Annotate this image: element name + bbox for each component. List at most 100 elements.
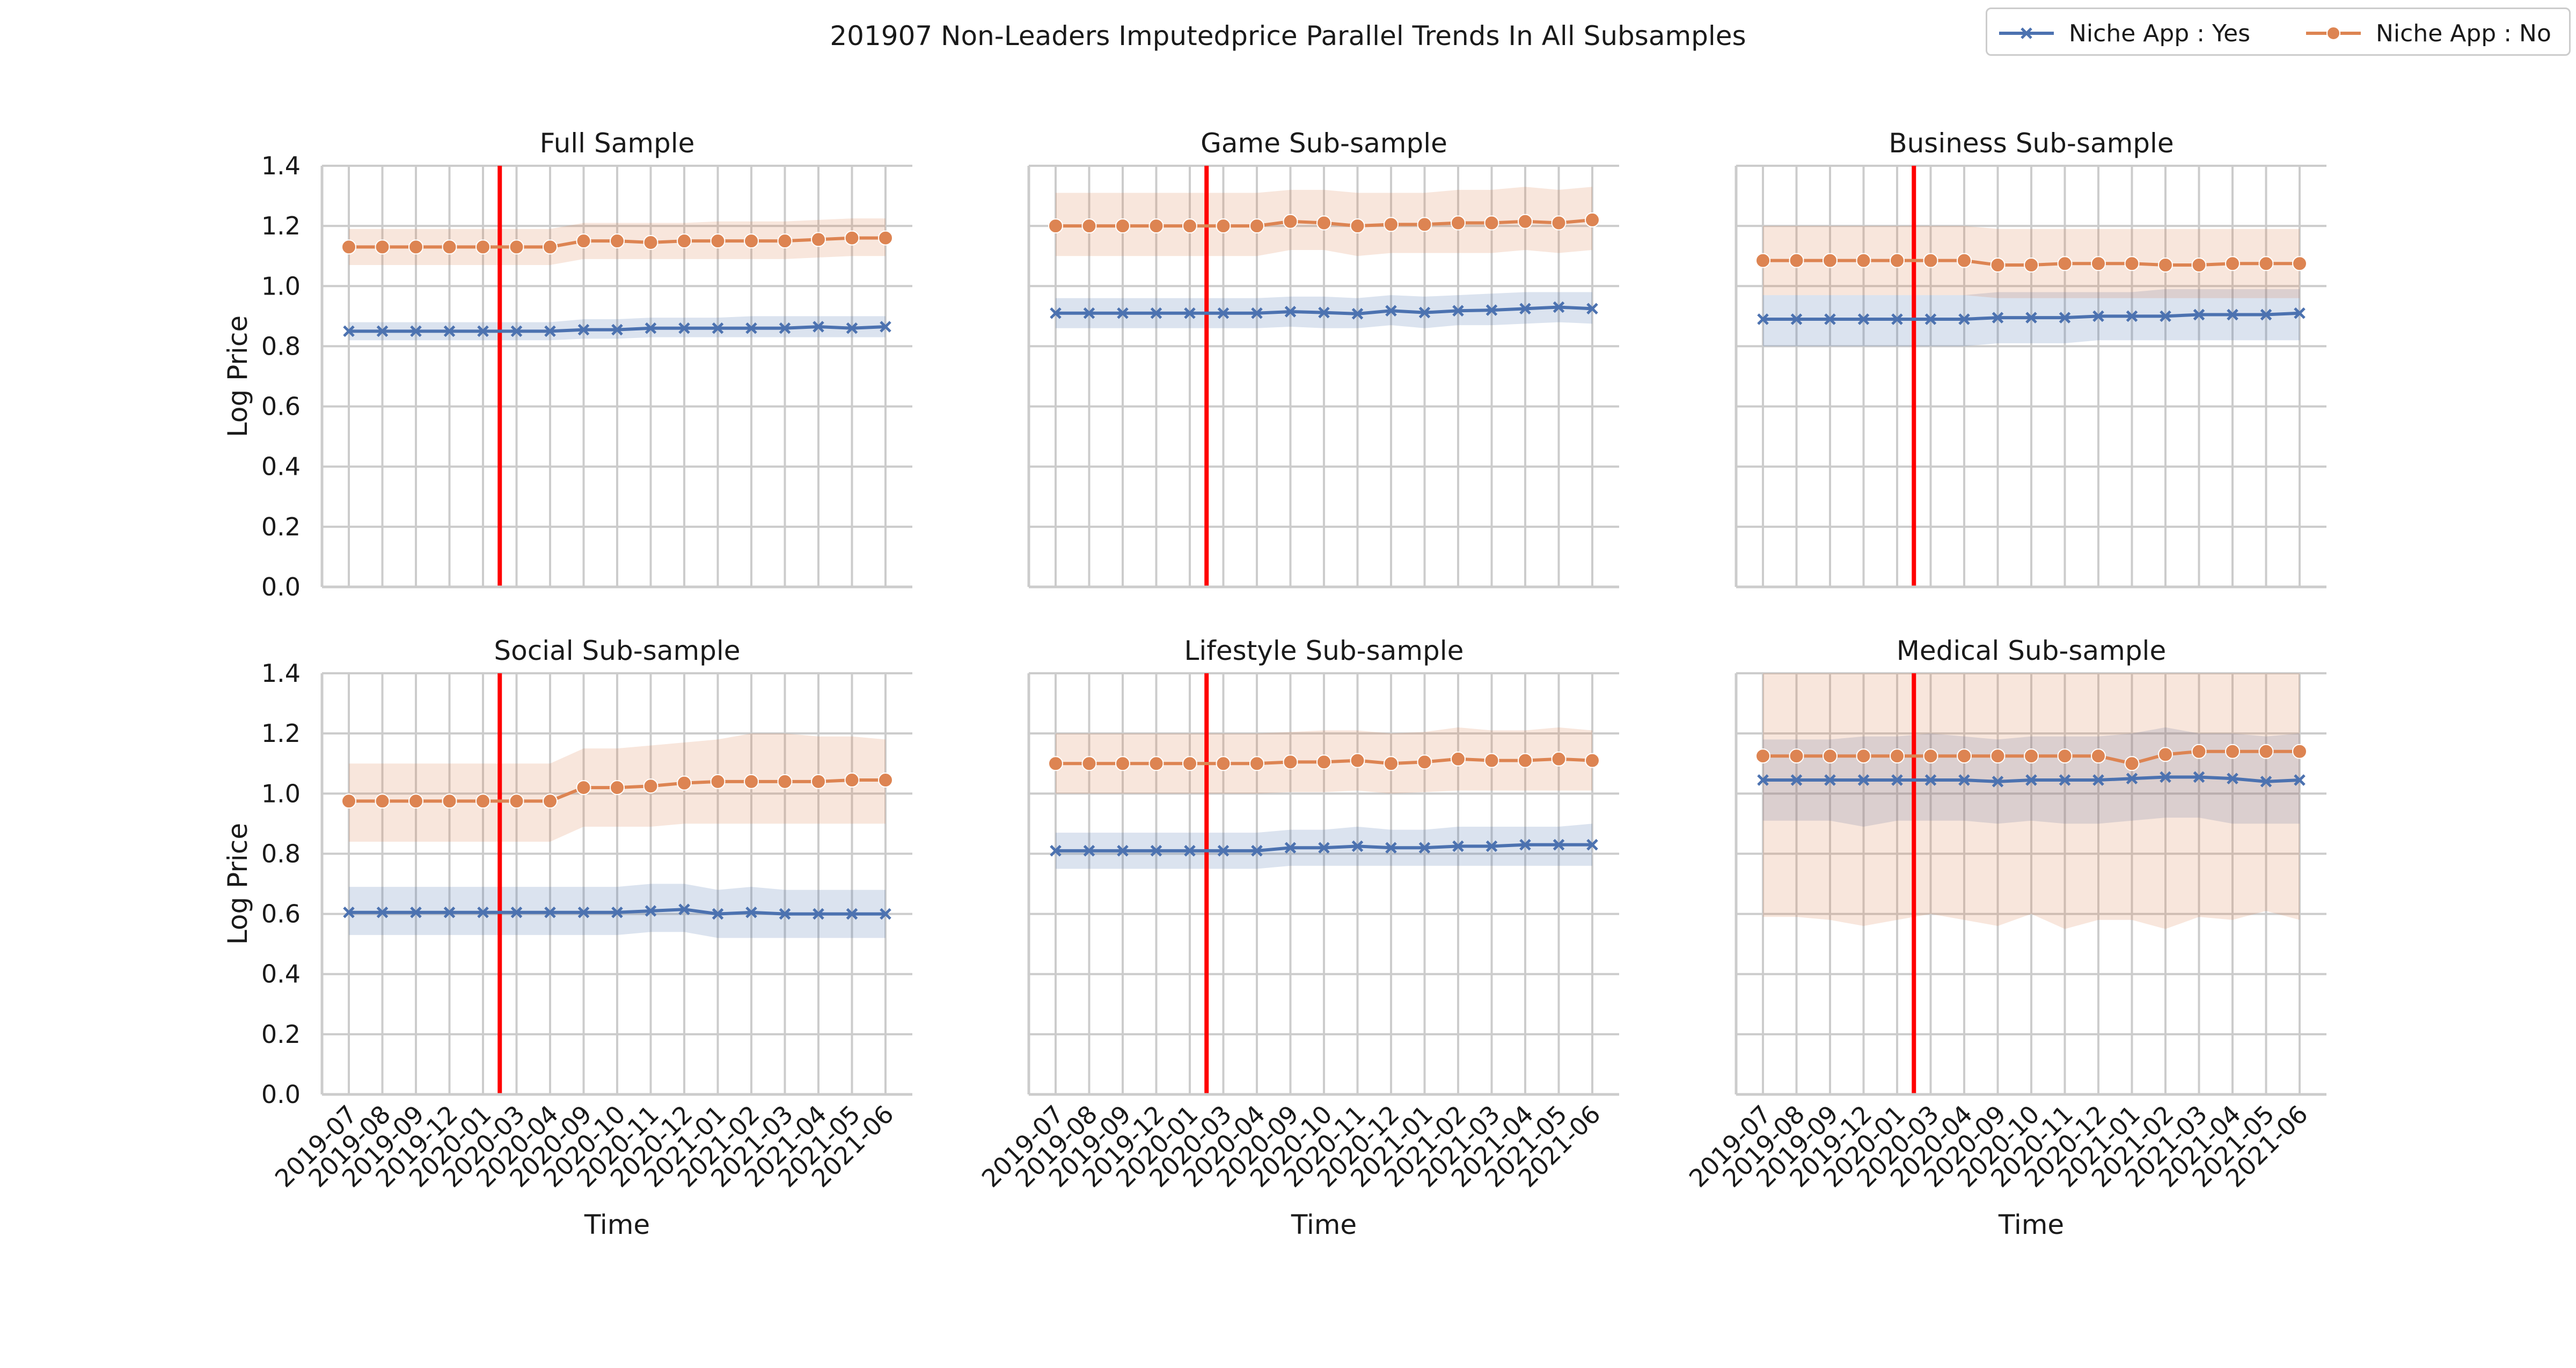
- data-point-yes: [1958, 313, 1970, 325]
- data-point-no: [710, 233, 726, 249]
- data-point-no: [1451, 751, 1466, 767]
- data-point-no: [2158, 258, 2173, 273]
- subplot-title: Lifestyle Sub-sample: [1184, 635, 1464, 666]
- data-point-no: [2057, 256, 2073, 271]
- data-point-no: [1823, 748, 1838, 764]
- data-point-no: [1081, 756, 1097, 771]
- data-point-no: [1384, 217, 1399, 232]
- data-point-yes: [1184, 307, 1196, 319]
- y-axis-label: Log Price: [222, 823, 253, 945]
- y-tick-label: 0.6: [261, 900, 301, 929]
- data-point-no: [1551, 751, 1567, 767]
- data-point-no: [878, 773, 893, 788]
- data-point-yes: [1992, 776, 2004, 788]
- data-point-no: [1551, 215, 1567, 231]
- y-tick-label: 0.8: [261, 839, 301, 868]
- data-point-yes: [343, 907, 355, 918]
- data-point-yes: [2126, 773, 2138, 785]
- subplot-title: Medical Sub-sample: [1897, 635, 2166, 666]
- data-point-yes: [1553, 301, 1565, 313]
- data-point-no: [643, 234, 658, 250]
- data-point-yes: [712, 322, 724, 334]
- x-axis-label: Time: [1998, 1209, 2064, 1240]
- data-point-yes: [2193, 771, 2205, 783]
- confidence-band-yes: [1056, 292, 1592, 328]
- confidence-band-no: [1763, 673, 2300, 929]
- data-point-no: [442, 793, 457, 809]
- data-point-no: [1755, 253, 1770, 268]
- data-point-no: [1856, 748, 1871, 764]
- data-point-no: [2225, 744, 2240, 759]
- data-point-yes: [645, 322, 657, 334]
- data-point-yes: [510, 325, 523, 337]
- data-point-yes: [2294, 307, 2306, 319]
- data-point-no: [442, 239, 457, 255]
- data-point-yes: [1586, 303, 1598, 315]
- data-point-no: [2191, 258, 2207, 273]
- data-point-yes: [880, 321, 891, 333]
- subplot-1: Full Sample 0.0 0.2 0.4 0.6 0.8 1.0 1.2 1.4 Log P…: [222, 128, 912, 601]
- data-point-no: [1856, 253, 1871, 268]
- data-point-yes: [1385, 305, 1397, 317]
- data-point-no: [1585, 753, 1600, 768]
- data-point-no: [2024, 258, 2039, 273]
- data-point-yes: [577, 323, 590, 336]
- data-point-no: [2225, 256, 2240, 271]
- data-point-no: [509, 793, 524, 809]
- data-point-no: [341, 793, 356, 809]
- y-tick-label: 0.8: [261, 332, 301, 361]
- data-point-yes: [1351, 840, 1364, 852]
- data-point-yes: [1251, 845, 1263, 857]
- data-point-no: [2091, 256, 2106, 271]
- data-point-no: [1789, 253, 1804, 268]
- data-point-no: [1990, 748, 2006, 764]
- data-point-yes: [1117, 845, 1129, 857]
- data-point-yes: [1757, 774, 1769, 786]
- data-point-no: [2292, 744, 2307, 759]
- y-tick-label: 0.0: [261, 572, 301, 601]
- circle-marker-icon: [2306, 26, 2361, 40]
- y-tick-label: 1.0: [261, 271, 301, 300]
- data-point-yes: [443, 907, 456, 918]
- data-point-yes: [2160, 771, 2171, 783]
- data-point-yes: [1553, 839, 1565, 851]
- data-point-no: [475, 239, 491, 255]
- data-point-no: [878, 230, 893, 246]
- data-point-yes: [1790, 313, 1803, 325]
- data-point-yes: [1519, 839, 1531, 851]
- data-point-yes: [1924, 313, 1937, 325]
- data-point-yes: [1757, 313, 1769, 325]
- data-point-no: [1115, 756, 1130, 771]
- data-point-yes: [611, 907, 623, 918]
- y-tick-label: 0.6: [261, 392, 301, 421]
- legend-label-niche-no: Niche App : No: [2376, 19, 2551, 47]
- data-point-yes: [1184, 845, 1196, 857]
- data-point-yes: [645, 905, 657, 917]
- data-point-no: [1048, 756, 1063, 771]
- data-point-yes: [1083, 307, 1095, 319]
- data-point-no: [811, 774, 826, 789]
- subplot-3: Business Sub-sample: [1735, 128, 2326, 589]
- data-point-no: [1350, 753, 1365, 768]
- data-point-no: [2024, 748, 2039, 764]
- data-point-yes: [2092, 310, 2104, 322]
- data-point-yes: [611, 323, 623, 336]
- data-point-yes: [1284, 306, 1297, 318]
- data-point-yes: [813, 908, 824, 920]
- data-point-no: [1316, 754, 1331, 770]
- data-point-no: [1585, 212, 1600, 227]
- y-tick-label: 0.4: [261, 960, 301, 989]
- data-point-yes: [1519, 303, 1531, 315]
- data-point-no: [710, 774, 726, 789]
- data-point-no: [643, 778, 658, 794]
- data-point-no: [1249, 218, 1264, 234]
- data-point-no: [509, 239, 524, 255]
- data-point-yes: [1318, 842, 1330, 854]
- data-point-no: [1823, 253, 1838, 268]
- data-point-yes: [1891, 774, 1903, 786]
- data-point-yes: [544, 325, 556, 337]
- data-point-yes: [2025, 774, 2037, 786]
- data-point-no: [408, 793, 423, 809]
